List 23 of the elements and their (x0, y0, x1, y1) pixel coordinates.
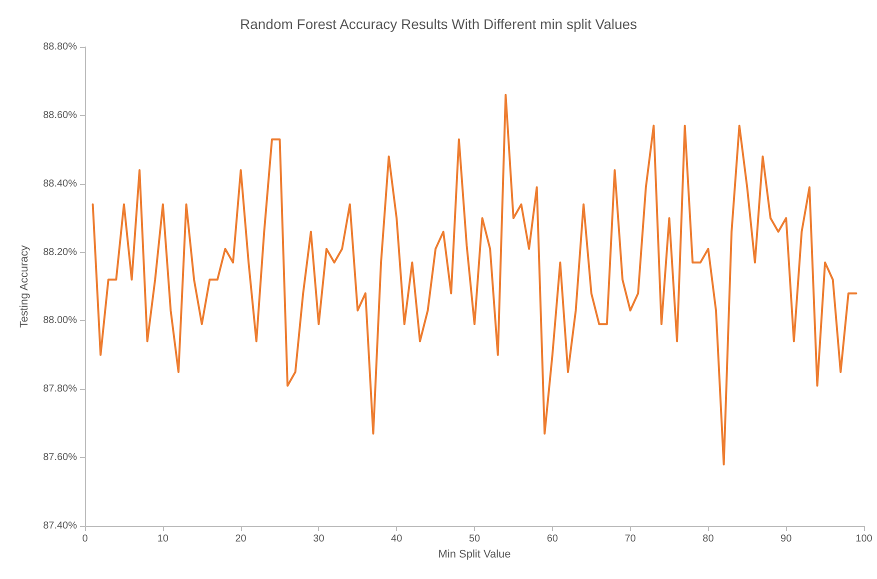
y-tick-label: 88.20% (43, 246, 78, 258)
line-series (92, 94, 858, 466)
x-tick-label: 100 (856, 534, 873, 544)
y-tick-label: 87.40% (43, 520, 78, 532)
y-tick-label: 88.80% (43, 42, 78, 52)
y-tick-label: 88.40% (43, 178, 78, 190)
y-axis-title: Testing Accuracy (18, 244, 30, 328)
y-tick-label: 88.60% (43, 110, 78, 121)
x-tick-label: 10 (157, 534, 169, 544)
x-tick-label: 60 (546, 534, 558, 544)
y-tick-label: 87.60% (43, 452, 78, 464)
x-tick-label: 50 (468, 534, 480, 544)
x-tick-label: 0 (82, 534, 88, 544)
y-tick-label: 87.80% (43, 384, 78, 395)
x-tick-label: 20 (235, 534, 247, 544)
chart-title: Random Forest Accuracy Results With Different min split Values (240, 16, 638, 32)
x-tick-label: 30 (313, 534, 325, 544)
y-tick-label: 88.00% (43, 315, 78, 326)
x-tick-label: 70 (624, 534, 636, 544)
x-tick-label: 40 (391, 534, 403, 544)
x-tick-label: 90 (780, 534, 792, 544)
x-tick-label: 80 (702, 534, 714, 544)
x-axis-title: Min Split Value (438, 548, 511, 560)
